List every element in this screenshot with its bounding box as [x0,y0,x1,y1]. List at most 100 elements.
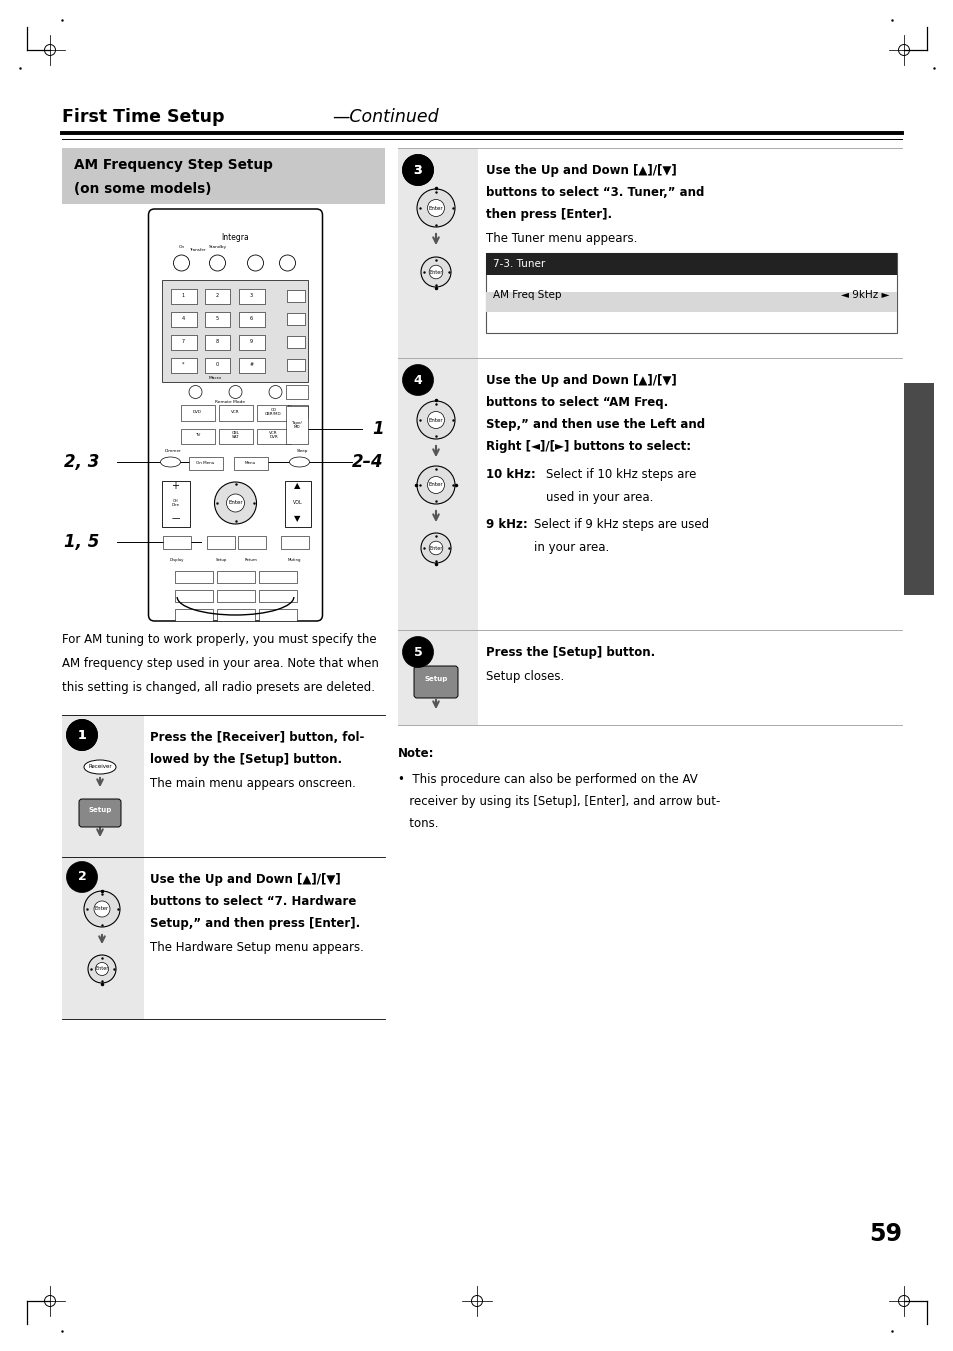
Circle shape [416,401,455,439]
Bar [485,253,896,332]
Text: CH
Dire: CH Dire [172,499,179,507]
Text: *: * [182,362,185,366]
Text: 3: 3 [414,163,422,177]
Text: Enter: Enter [228,500,243,505]
Text: The main menu appears onscreen.: The main menu appears onscreen. [150,777,355,790]
Text: AM Frequency Step Setup: AM Frequency Step Setup [74,158,273,172]
Text: For AM tuning to work properly, you must specify the: For AM tuning to work properly, you must… [62,634,376,646]
Text: Step,” and then use the Left and: Step,” and then use the Left and [485,417,704,431]
Text: AM frequency step used in your area. Note that when: AM frequency step used in your area. Not… [62,657,378,670]
Bar [286,359,304,372]
Text: VOL: VOL [293,500,302,505]
Text: 1, 5: 1, 5 [64,534,99,551]
Text: On Menu: On Menu [196,461,214,465]
Text: —Continued: —Continued [332,108,438,126]
Circle shape [173,255,190,272]
Text: 8: 8 [215,339,219,343]
Bar [238,335,264,350]
Bar [397,149,477,358]
Bar [171,312,196,327]
Circle shape [416,466,455,504]
Circle shape [226,494,244,512]
Text: ▲: ▲ [294,481,300,490]
Circle shape [427,200,444,216]
Text: 10 kHz:: 10 kHz: [485,467,536,481]
Bar [204,289,231,304]
Circle shape [84,892,120,927]
Circle shape [67,862,97,893]
Text: 4: 4 [414,373,422,386]
Circle shape [67,720,97,751]
Text: VCR: VCR [231,409,239,413]
Text: Menu: Menu [245,461,255,465]
Text: buttons to select “7. Hardware: buttons to select “7. Hardware [150,894,356,908]
Bar [189,457,222,470]
Bar [233,457,267,470]
Bar [258,609,296,621]
Circle shape [420,257,451,286]
Bar [286,290,304,303]
Text: Enter: Enter [428,482,443,488]
Bar [285,405,307,443]
Bar [204,312,231,327]
Text: Enter: Enter [428,417,443,423]
Bar [204,335,231,350]
Text: 7-3. Tuner: 7-3. Tuner [493,259,545,269]
Text: 5: 5 [215,316,219,320]
Text: 1: 1 [77,728,87,742]
Text: +: + [172,481,179,490]
Circle shape [229,385,242,399]
Bar [162,536,191,550]
Text: buttons to select “AM Freq.: buttons to select “AM Freq. [485,396,667,409]
Bar [256,428,291,443]
Text: Setup closes.: Setup closes. [485,670,563,684]
Text: Setup: Setup [215,558,227,562]
Text: 1: 1 [182,293,185,297]
Circle shape [429,542,442,555]
Text: 1: 1 [372,420,384,438]
Circle shape [429,265,442,278]
Text: 9 kHz:: 9 kHz: [485,517,527,531]
Text: #: # [249,362,253,366]
Text: Setup: Setup [424,676,447,682]
Text: (on some models): (on some models) [74,182,212,196]
Bar [285,385,307,399]
Bar [397,358,477,630]
Circle shape [427,477,444,493]
Bar [485,253,896,276]
Bar [286,313,304,326]
Circle shape [214,482,256,524]
Bar [180,405,214,420]
Bar [204,358,231,373]
Text: TV: TV [194,434,200,436]
Text: 9: 9 [250,339,253,343]
Bar [171,358,196,373]
Text: Sleep: Sleep [296,449,308,453]
Text: then press [Enter].: then press [Enter]. [485,208,612,222]
Bar [62,715,144,857]
FancyBboxPatch shape [414,666,457,698]
Bar [903,382,933,594]
Text: Enter: Enter [94,907,109,912]
Text: Enter: Enter [429,269,442,274]
Circle shape [210,255,225,272]
Text: in your area.: in your area. [534,540,609,554]
Text: Tape/
MD: Tape/ MD [291,420,301,430]
Text: Select if 10 kHz steps are: Select if 10 kHz steps are [545,467,696,481]
Circle shape [416,189,455,227]
Text: 3: 3 [250,293,253,297]
Bar [397,630,477,725]
Bar [238,289,264,304]
Ellipse shape [289,457,309,467]
Text: 2–4: 2–4 [352,453,384,471]
Text: Macro: Macro [209,376,222,380]
Text: Dimmer: Dimmer [164,449,181,453]
Text: Select if 9 kHz steps are used: Select if 9 kHz steps are used [534,517,708,531]
Text: DVD: DVD [193,409,202,413]
Text: tons.: tons. [397,817,438,830]
Circle shape [189,385,202,399]
Ellipse shape [84,761,116,774]
Text: Enter: Enter [428,205,443,211]
Circle shape [247,255,263,272]
Bar [174,571,213,584]
